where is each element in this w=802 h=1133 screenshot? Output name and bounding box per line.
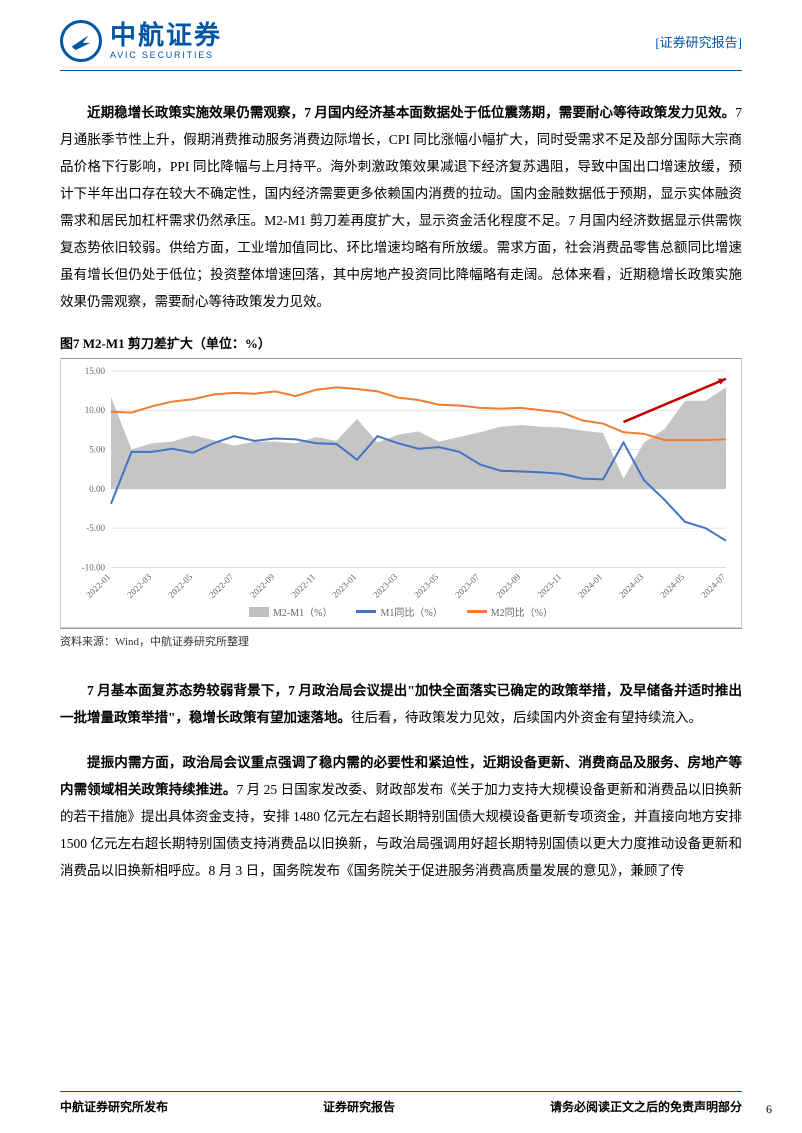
paragraph-3: 提振内需方面，政治局会议重点强调了稳内需的必要性和紧迫性，近期设备更新、消费商品… xyxy=(60,749,742,884)
legend-m2-label: M2同比（%） xyxy=(491,604,553,619)
svg-text:2022-05: 2022-05 xyxy=(166,571,195,599)
paragraph-2: 7 月基本面复苏态势较弱背景下，7 月政治局会议提出"加快全面落实已确定的政策举… xyxy=(60,677,742,731)
footer-center: 证券研究报告 xyxy=(323,1098,395,1115)
chart-svg: -10.00 -5.00 0.00 5.00 10.00 15.00 2022-01 2022… xyxy=(61,359,741,627)
svg-text:5.00: 5.00 xyxy=(89,445,105,455)
svg-text:2022-03: 2022-03 xyxy=(125,571,154,599)
svg-text:2024-01: 2024-01 xyxy=(576,572,604,600)
svg-text:2023-07: 2023-07 xyxy=(453,571,482,599)
legend-swatch-area xyxy=(249,607,269,617)
chart-figure-7: -10.00 -5.00 0.00 5.00 10.00 15.00 2022-01 2022… xyxy=(60,358,742,628)
svg-text:2023-05: 2023-05 xyxy=(412,571,441,599)
chart-source: 资料来源：Wind，中航证券研究所整理 xyxy=(60,628,742,649)
svg-text:15.00: 15.00 xyxy=(85,366,106,376)
plane-icon xyxy=(70,30,92,52)
svg-text:10.00: 10.00 xyxy=(85,405,106,415)
report-type-label: [证券研究报告] xyxy=(655,32,742,51)
p2-rest: 往后看，待政策发力见效，后续国内外资金有望持续流入。 xyxy=(351,710,702,725)
footer-right: 请务必阅读正文之后的免责声明部分 xyxy=(550,1098,742,1115)
chart-legend: M2-M1（%） M1同比（%） M2同比（%） xyxy=(61,604,741,619)
svg-text:2023-09: 2023-09 xyxy=(494,571,523,599)
page-number: 6 xyxy=(766,1102,772,1117)
legend-swatch-m2 xyxy=(467,610,487,613)
svg-text:2023-11: 2023-11 xyxy=(535,572,563,600)
svg-text:2024-07: 2024-07 xyxy=(699,571,728,599)
footer-left: 中航证券研究所发布 xyxy=(60,1098,168,1115)
svg-text:2022-07: 2022-07 xyxy=(207,571,236,599)
logo-text-en: AVIC SECURITIES xyxy=(110,51,222,60)
svg-text:2023-03: 2023-03 xyxy=(371,571,400,599)
svg-text:0.00: 0.00 xyxy=(89,484,105,494)
legend-m1-label: M1同比（%） xyxy=(380,604,442,619)
svg-text:2024-03: 2024-03 xyxy=(617,571,646,599)
paragraph-1: 近期稳增长政策实施效果仍需观察，7 月国内经济基本面数据处于低位震荡期，需要耐心… xyxy=(60,99,742,315)
svg-text:-5.00: -5.00 xyxy=(86,523,105,533)
svg-text:-10.00: -10.00 xyxy=(82,562,106,572)
p1-lead: 近期稳增长政策实施效果仍需观察，7 月国内经济基本面数据处于低位震荡期，需要耐心… xyxy=(87,105,735,120)
chart-title: 图7 M2-M1 剪刀差扩大（单位：%） xyxy=(60,333,742,352)
logo-mark xyxy=(60,20,102,62)
logo: 中航证券 AVIC SECURITIES xyxy=(60,20,222,62)
svg-text:2024-05: 2024-05 xyxy=(658,571,687,599)
svg-text:2022-09: 2022-09 xyxy=(248,571,277,599)
page-footer: 中航证券研究所发布 证券研究报告 请务必阅读正文之后的免责声明部分 6 xyxy=(60,1091,742,1115)
legend-swatch-m1 xyxy=(356,610,376,613)
p1-rest: 7 月通胀季节性上升，假期消费推动服务消费边际增长，CPI 同比涨幅小幅扩大，同… xyxy=(60,105,742,309)
legend-area-label: M2-M1（%） xyxy=(273,604,332,619)
svg-text:2023-01: 2023-01 xyxy=(330,572,358,600)
page-header: 中航证券 AVIC SECURITIES [证券研究报告] xyxy=(60,20,742,71)
logo-text-cn: 中航证券 xyxy=(110,22,222,48)
svg-text:2022-01: 2022-01 xyxy=(84,572,112,600)
svg-text:2022-11: 2022-11 xyxy=(289,572,317,600)
